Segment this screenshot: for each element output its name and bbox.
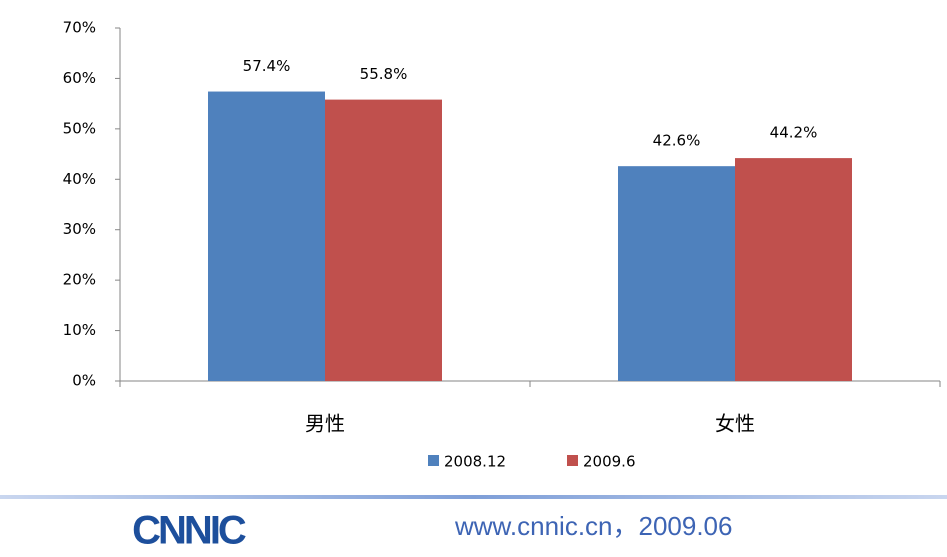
bar bbox=[618, 166, 735, 381]
legend-swatch bbox=[428, 455, 439, 466]
y-tick-label: 50% bbox=[63, 119, 96, 137]
y-tick-label: 10% bbox=[63, 321, 96, 339]
bar bbox=[208, 91, 325, 381]
legend-label: 2009.6 bbox=[583, 453, 636, 471]
value-label: 57.4% bbox=[243, 57, 291, 75]
bar bbox=[325, 99, 442, 381]
value-label: 42.6% bbox=[653, 132, 701, 150]
y-tick-label: 0% bbox=[72, 372, 96, 390]
footer-text: www.cnnic.cn，2009.06 bbox=[454, 511, 732, 541]
value-label: 44.2% bbox=[770, 124, 818, 142]
y-tick-label: 20% bbox=[63, 271, 96, 289]
y-tick-label: 40% bbox=[63, 170, 96, 188]
y-tick-label: 30% bbox=[63, 220, 96, 238]
value-label: 55.8% bbox=[360, 65, 408, 83]
x-tick-label: 男性 bbox=[305, 412, 345, 436]
footer-line bbox=[0, 495, 947, 499]
y-tick-label: 70% bbox=[63, 19, 96, 37]
bar bbox=[735, 158, 852, 381]
logo: CNNIC bbox=[132, 509, 246, 553]
y-tick-label: 60% bbox=[63, 69, 96, 87]
legend-label: 2008.12 bbox=[444, 453, 506, 471]
x-tick-label: 女性 bbox=[715, 412, 755, 436]
legend-swatch bbox=[567, 455, 578, 466]
